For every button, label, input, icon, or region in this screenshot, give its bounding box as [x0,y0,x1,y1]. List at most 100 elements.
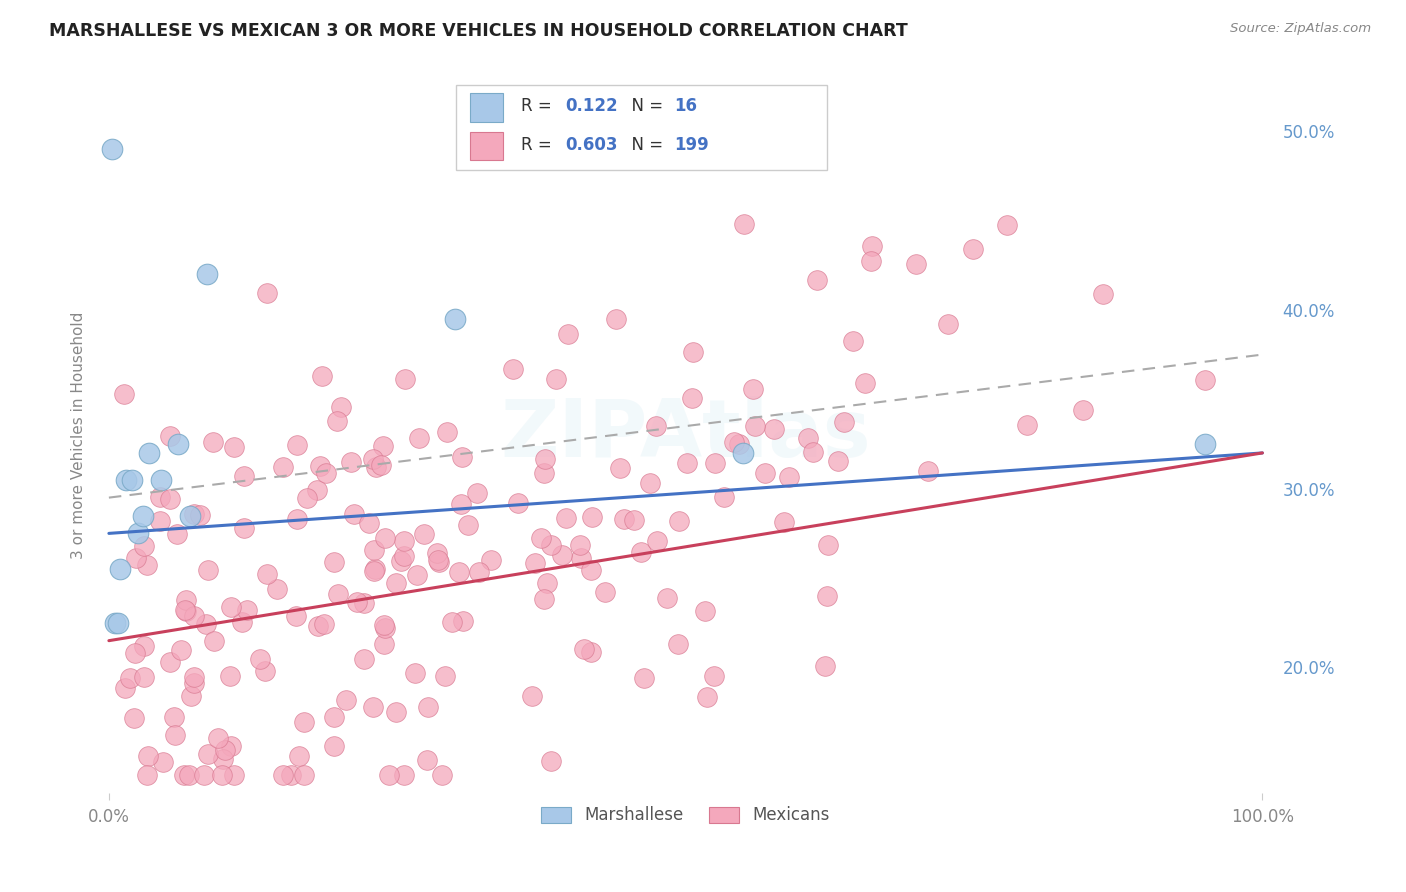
Point [633,672,655,686]
Point [366,460,388,475]
Point [363,564,385,578]
Text: 199: 199 [673,136,709,153]
Point [436,425,458,439]
Text: 16: 16 [673,97,697,115]
Text: MARSHALLESE VS MEXICAN 3 OR MORE VEHICLES IN HOUSEHOLD CORRELATION CHART: MARSHALLESE VS MEXICAN 3 OR MORE VEHICLE… [49,22,908,40]
Point [323,555,346,569]
Point [832,415,855,429]
Point [325,414,347,428]
Point [408,431,430,445]
Point [813,659,835,673]
Point [271,459,294,474]
Point [449,565,471,579]
Point [359,516,381,531]
Point [579,563,602,577]
Point [374,621,396,635]
Text: R =: R = [520,97,562,115]
Point [623,513,645,527]
Point [373,617,395,632]
Point [433,669,456,683]
Point [432,768,454,782]
Point [322,739,344,753]
Point [502,361,524,376]
Point [394,549,416,563]
Point [668,514,690,528]
Point [152,755,174,769]
Point [668,638,690,652]
Point [177,768,200,782]
Point [797,431,820,445]
Point [540,754,562,768]
Point [285,512,308,526]
Point [778,470,800,484]
Point [581,509,603,524]
Point [451,614,474,628]
Point [1194,437,1216,451]
Point [392,533,415,548]
Point [340,455,363,469]
Point [330,401,353,415]
Point [207,731,229,745]
FancyBboxPatch shape [471,93,503,122]
Point [645,418,668,433]
Point [179,508,201,523]
Point [122,711,145,725]
Point [292,714,315,729]
Point [569,551,592,566]
Point [389,554,412,568]
Point [742,382,765,396]
Point [704,456,727,470]
Point [173,602,195,616]
Point [174,604,197,618]
Point [693,604,716,618]
FancyBboxPatch shape [471,132,503,161]
Point [174,592,197,607]
Point [115,473,138,487]
Point [569,537,592,551]
Point [373,637,395,651]
Point [723,434,745,449]
Point [271,768,294,782]
Point [280,768,302,782]
Point [183,675,205,690]
Point [312,616,335,631]
Point [936,318,959,332]
Point [744,419,766,434]
Point [1194,373,1216,387]
Point [166,527,188,541]
Point [163,710,186,724]
Point [285,438,308,452]
Point [107,615,129,630]
Point [440,615,463,630]
Point [335,693,357,707]
Point [860,239,883,253]
Point [1015,417,1038,432]
Point [412,527,434,541]
Point [426,546,449,560]
Point [127,526,149,541]
Point [288,749,311,764]
Point [136,749,159,764]
Text: ZIPAtlas: ZIPAtlas [501,396,870,474]
Point [605,312,627,326]
Point [346,595,368,609]
Point [416,754,439,768]
Point [121,473,143,487]
Point [806,273,828,287]
Point [995,218,1018,232]
Point [219,669,242,683]
Point [613,512,636,526]
Point [405,568,427,582]
Point [233,521,256,535]
Point [418,699,440,714]
Point [506,496,529,510]
Point [703,669,725,683]
Point [328,587,350,601]
Point [183,670,205,684]
Point [523,556,546,570]
Point [574,641,596,656]
Point [134,539,156,553]
Point [195,617,218,632]
Point [581,645,603,659]
Point [149,491,172,505]
